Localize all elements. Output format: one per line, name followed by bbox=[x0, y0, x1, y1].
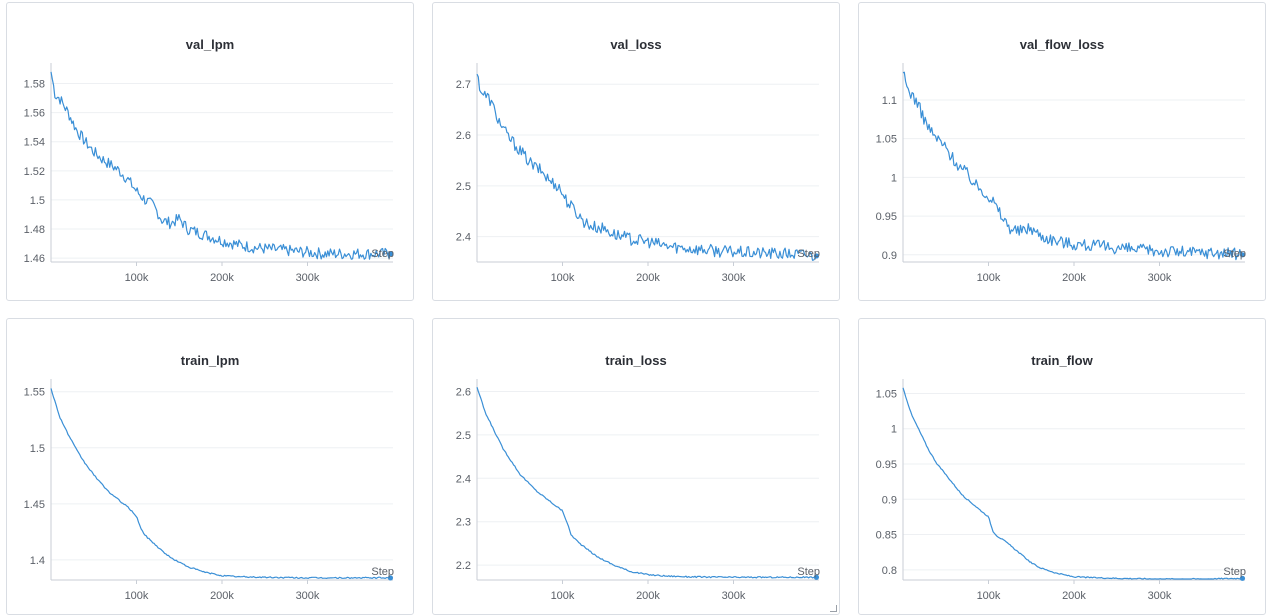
line-chart[interactable]: 2.2 2.3 2.4 2.5 2.6 100k 200k 300k Step bbox=[433, 319, 839, 614]
x-tick-label: 200k bbox=[636, 590, 660, 602]
y-tick-label: 1.5 bbox=[30, 195, 45, 207]
y-tick-label: 2.5 bbox=[456, 430, 471, 442]
x-axis-label: Step bbox=[797, 248, 820, 260]
y-tick-label: 0.8 bbox=[882, 565, 897, 577]
y-tick-label: 2.6 bbox=[456, 130, 471, 142]
x-axis-label: Step bbox=[371, 566, 394, 578]
x-tick-label: 200k bbox=[636, 272, 660, 284]
last-point-marker bbox=[387, 575, 394, 581]
y-tick-label: 2.4 bbox=[456, 232, 471, 244]
y-tick-label: 1.56 bbox=[24, 108, 45, 120]
y-tick-label: 1.05 bbox=[876, 134, 897, 146]
line-chart[interactable]: 1.46 1.48 1.5 1.52 1.54 1.56 1.58 100k 200k 300k S… bbox=[7, 3, 413, 300]
series-line[interactable] bbox=[476, 387, 817, 579]
x-tick-label: 200k bbox=[210, 590, 234, 602]
y-tick-label: 1.4 bbox=[30, 555, 45, 567]
last-point-marker bbox=[1239, 575, 1246, 581]
chart-title: train_lpm bbox=[180, 353, 240, 368]
x-axis-label: Step bbox=[371, 248, 394, 260]
y-tick-label: 1.45 bbox=[24, 499, 45, 511]
y-tick-label: 1.55 bbox=[24, 387, 45, 399]
x-tick-label: 300k bbox=[1148, 590, 1172, 602]
x-tick-label: 300k bbox=[1148, 272, 1172, 284]
chart-title: val_lpm bbox=[185, 37, 235, 52]
series-line[interactable] bbox=[50, 71, 391, 260]
y-tick-label: 2.5 bbox=[456, 181, 471, 193]
y-tick-label: 0.85 bbox=[876, 530, 897, 542]
chart-panel-val-loss[interactable]: val_loss 2.4 2.5 2.6 2.7 100k 200k 300k Step bbox=[432, 2, 840, 301]
y-tick-label: 2.4 bbox=[456, 473, 471, 485]
y-tick-label: 1.54 bbox=[24, 137, 45, 149]
series-line[interactable] bbox=[50, 388, 391, 580]
chart-panel-train-lpm[interactable]: train_lpm 1.4 1.45 1.5 1.55 100k 200k 300k Step bbox=[6, 318, 414, 615]
x-tick-label: 300k bbox=[296, 590, 320, 602]
y-tick-label: 1 bbox=[891, 424, 897, 436]
y-tick-label: 0.95 bbox=[876, 211, 897, 223]
line-chart[interactable]: 0.9 0.95 1 1.05 1.1 100k 200k 300k Step bbox=[859, 3, 1265, 300]
last-point-marker bbox=[813, 253, 820, 259]
x-tick-label: 100k bbox=[551, 272, 575, 284]
x-tick-label: 300k bbox=[296, 272, 320, 284]
y-tick-label: 1 bbox=[891, 172, 897, 184]
x-tick-label: 200k bbox=[1062, 272, 1086, 284]
y-tick-label: 0.95 bbox=[876, 459, 897, 471]
chart-panel-train-loss[interactable]: train_loss 2.2 2.3 2.4 2.5 2.6 100k 200k 300k Ste… bbox=[432, 318, 840, 615]
x-tick-label: 200k bbox=[210, 272, 234, 284]
y-tick-label: 2.6 bbox=[456, 387, 471, 399]
series-line[interactable] bbox=[476, 73, 817, 261]
x-tick-label: 100k bbox=[977, 272, 1001, 284]
x-tick-label: 200k bbox=[1062, 590, 1086, 602]
x-tick-label: 300k bbox=[722, 272, 746, 284]
chart-panel-val-lpm[interactable]: val_lpm 1.46 1.48 1.5 1.52 1.54 1.56 1.58 100k 20… bbox=[6, 2, 414, 301]
resize-handle[interactable] bbox=[830, 605, 837, 612]
y-tick-label: 1.1 bbox=[882, 95, 897, 107]
x-tick-label: 100k bbox=[125, 272, 149, 284]
last-point-marker bbox=[1239, 252, 1246, 258]
y-tick-label: 1.52 bbox=[24, 166, 45, 178]
chart-title: train_loss bbox=[605, 353, 667, 368]
y-tick-label: 0.9 bbox=[882, 250, 897, 262]
chart-title: val_loss bbox=[610, 37, 662, 52]
chart-title: train_flow bbox=[1031, 353, 1093, 368]
chart-panel-train-flow[interactable]: train_flow 0.8 0.85 0.9 0.95 1 1.05 100k 200k 300… bbox=[858, 318, 1266, 615]
y-tick-label: 2.2 bbox=[456, 560, 471, 572]
last-point-marker bbox=[387, 251, 394, 257]
y-tick-label: 2.7 bbox=[456, 79, 471, 91]
x-axis-label: Step bbox=[1223, 248, 1246, 260]
x-tick-label: 100k bbox=[977, 590, 1001, 602]
x-axis-label: Step bbox=[1223, 566, 1246, 578]
series-line[interactable] bbox=[902, 71, 1243, 261]
chart-panel-val-flow-loss[interactable]: val_flow_loss 0.9 0.95 1 1.05 1.1 100k 200k 300k… bbox=[858, 2, 1266, 301]
series-line[interactable] bbox=[902, 387, 1243, 580]
line-chart[interactable]: 2.4 2.5 2.6 2.7 100k 200k 300k Step bbox=[433, 3, 839, 300]
x-tick-label: 100k bbox=[551, 590, 575, 602]
x-tick-label: 300k bbox=[722, 590, 746, 602]
y-tick-label: 0.9 bbox=[882, 494, 897, 506]
y-tick-label: 1.5 bbox=[30, 443, 45, 455]
y-tick-label: 2.3 bbox=[456, 517, 471, 529]
y-tick-label: 1.58 bbox=[24, 79, 45, 91]
y-tick-label: 1.48 bbox=[24, 224, 45, 236]
last-point-marker bbox=[813, 574, 820, 580]
y-tick-label: 1.05 bbox=[876, 388, 897, 400]
x-tick-label: 100k bbox=[125, 590, 149, 602]
line-chart[interactable]: 1.4 1.45 1.5 1.55 100k 200k 300k Step bbox=[7, 319, 413, 614]
chart-title: val_flow_loss bbox=[1019, 37, 1105, 52]
line-chart[interactable]: 0.8 0.85 0.9 0.95 1 1.05 100k 200k 300k Step bbox=[859, 319, 1265, 614]
y-tick-label: 1.46 bbox=[24, 253, 45, 265]
x-axis-label: Step bbox=[797, 566, 820, 578]
